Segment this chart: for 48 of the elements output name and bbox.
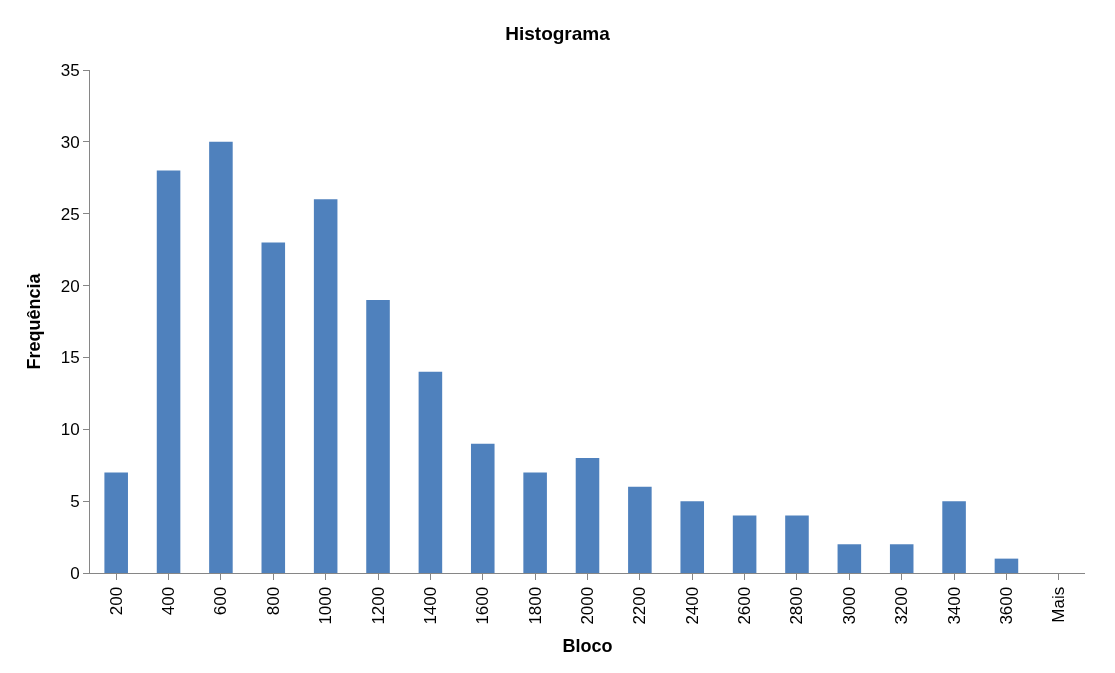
x-tick-label: 800 bbox=[263, 586, 283, 616]
bar bbox=[994, 558, 1019, 573]
bar bbox=[732, 515, 757, 573]
bar bbox=[889, 544, 914, 573]
x-tick-label: 1800 bbox=[525, 586, 545, 625]
bar bbox=[156, 170, 181, 573]
bar bbox=[418, 371, 443, 573]
bar bbox=[785, 515, 809, 573]
y-tick-label: 30 bbox=[60, 132, 80, 152]
y-axis-title: Frequência bbox=[23, 272, 44, 370]
bar bbox=[837, 544, 862, 573]
y-tick-label: 20 bbox=[60, 276, 80, 296]
y-tick-label: 10 bbox=[60, 420, 80, 440]
x-tick-label: 1600 bbox=[473, 586, 493, 625]
bar bbox=[575, 458, 600, 573]
y-tick-label: 15 bbox=[60, 348, 80, 368]
x-tick-label: 3400 bbox=[944, 586, 964, 625]
x-tick-label: 600 bbox=[211, 586, 231, 616]
x-axis-title: Bloco bbox=[562, 635, 613, 656]
bar bbox=[313, 199, 338, 573]
x-tick-label: 2800 bbox=[787, 586, 807, 625]
x-tick-label: 1200 bbox=[368, 586, 388, 625]
y-tick-label: 0 bbox=[70, 563, 80, 583]
chart-title: Histograma bbox=[505, 23, 611, 45]
x-tick-label: 1400 bbox=[420, 586, 440, 625]
bar bbox=[470, 443, 495, 573]
x-tick-label: 400 bbox=[159, 586, 179, 616]
y-tick-label: 25 bbox=[60, 204, 80, 224]
bar bbox=[628, 486, 652, 573]
x-tick-label: 3200 bbox=[892, 586, 912, 625]
bar bbox=[261, 242, 286, 573]
bar bbox=[680, 501, 705, 573]
bar bbox=[523, 472, 547, 573]
x-tick-label: 2600 bbox=[735, 586, 755, 625]
x-tick-label: 2400 bbox=[682, 586, 702, 625]
x-tick-label: 2000 bbox=[578, 586, 598, 625]
x-tick-label: 3600 bbox=[996, 586, 1016, 625]
x-tick-label: 1000 bbox=[316, 586, 336, 625]
y-tick-label: 35 bbox=[60, 60, 80, 80]
x-tick-label: 3000 bbox=[839, 586, 859, 625]
bar bbox=[104, 472, 128, 573]
bar bbox=[366, 299, 390, 573]
bar bbox=[942, 501, 966, 573]
x-tick-label: 200 bbox=[106, 586, 126, 616]
bar bbox=[209, 141, 233, 573]
x-tick-label: 2200 bbox=[630, 586, 650, 625]
x-tick-label: Mais bbox=[1049, 586, 1069, 623]
y-tick-label: 5 bbox=[70, 492, 80, 512]
